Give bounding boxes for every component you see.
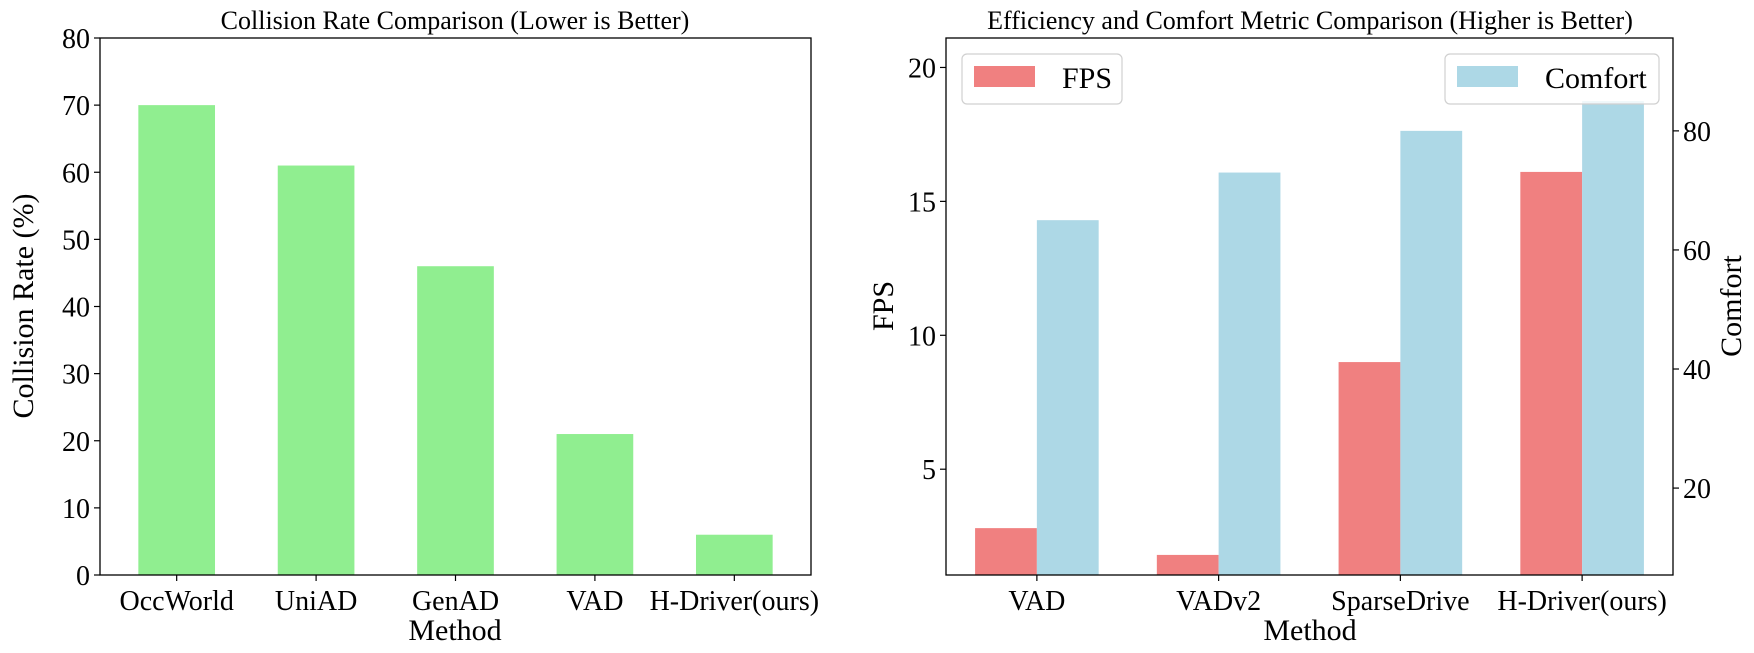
left-y-tick-label: 5 <box>922 455 936 486</box>
legend-label: Comfort <box>1545 62 1647 95</box>
left-y-tick-label: 20 <box>908 53 936 84</box>
bar-genad <box>417 266 494 575</box>
bar-comfort-sparsedrive <box>1400 130 1463 576</box>
y-axis-label: Collision Rate (%) <box>7 194 40 419</box>
x-axis-label: Method <box>1263 614 1356 647</box>
x-tick-label: UniAD <box>275 586 357 617</box>
bar-vad <box>556 434 634 575</box>
x-tick-label: OccWorld <box>119 586 233 617</box>
y-tick-label: 40 <box>62 293 90 324</box>
bar-occworld <box>138 105 216 575</box>
x-tick-label: SparseDrive <box>1331 586 1469 617</box>
bar-h-driver-ours- <box>695 534 773 575</box>
plot-frame <box>99 37 812 576</box>
bar-fps-h-driver-ours- <box>1520 171 1583 575</box>
left-y-tick-label: 10 <box>908 321 936 352</box>
plot-frame <box>945 37 1674 576</box>
bar-fps-vad <box>975 528 1037 575</box>
y-tick-label: 70 <box>62 91 90 122</box>
right-y-tick-label: 20 <box>1683 474 1711 505</box>
bar-comfort-vadv2 <box>1218 172 1281 575</box>
legend-comfort: Comfort <box>1444 53 1660 105</box>
bar-fps-sparsedrive <box>1338 362 1401 575</box>
x-tick-label: H-Driver(ours) <box>650 586 820 617</box>
right-y-tick-label: 60 <box>1683 236 1711 267</box>
legend-label: FPS <box>1062 62 1112 95</box>
legend-fps: FPS <box>961 53 1123 105</box>
right-y-axis-label: Comfort <box>1715 255 1748 357</box>
bar-comfort-h-driver-ours- <box>1582 101 1644 575</box>
y-tick-label: 30 <box>62 360 90 391</box>
collision-rate-chart: Collision Rate Comparison (Lower is Bett… <box>7 6 819 647</box>
y-tick-label: 60 <box>62 158 90 189</box>
x-axis-label: Method <box>408 614 501 647</box>
chart-title: Efficiency and Comfort Metric Comparison… <box>987 6 1633 35</box>
y-tick-label: 20 <box>62 427 90 458</box>
legend-swatch <box>1457 66 1518 87</box>
bar-comfort-vad <box>1036 220 1099 575</box>
chart-title: Collision Rate Comparison (Lower is Bett… <box>221 6 690 35</box>
bar-uniad <box>277 165 355 575</box>
efficiency-comfort-chart: Efficiency and Comfort Metric Comparison… <box>867 6 1748 647</box>
left-y-tick-label: 15 <box>908 187 936 218</box>
right-y-tick-label: 40 <box>1683 355 1711 386</box>
x-tick-label: VADv2 <box>1176 586 1261 617</box>
y-tick-label: 0 <box>76 561 90 592</box>
right-y-tick-label: 80 <box>1683 117 1711 148</box>
left-y-axis-label: FPS <box>867 281 900 331</box>
x-tick-label: VAD <box>1008 586 1065 617</box>
y-tick-label: 80 <box>62 24 90 55</box>
x-tick-label: H-Driver(ours) <box>1497 586 1667 617</box>
x-tick-label: GenAD <box>412 586 499 617</box>
y-tick-label: 10 <box>62 494 90 525</box>
y-tick-label: 50 <box>62 225 90 256</box>
bar-fps-vadv2 <box>1156 554 1219 575</box>
legend-swatch <box>974 66 1035 87</box>
x-tick-label: VAD <box>566 586 623 617</box>
